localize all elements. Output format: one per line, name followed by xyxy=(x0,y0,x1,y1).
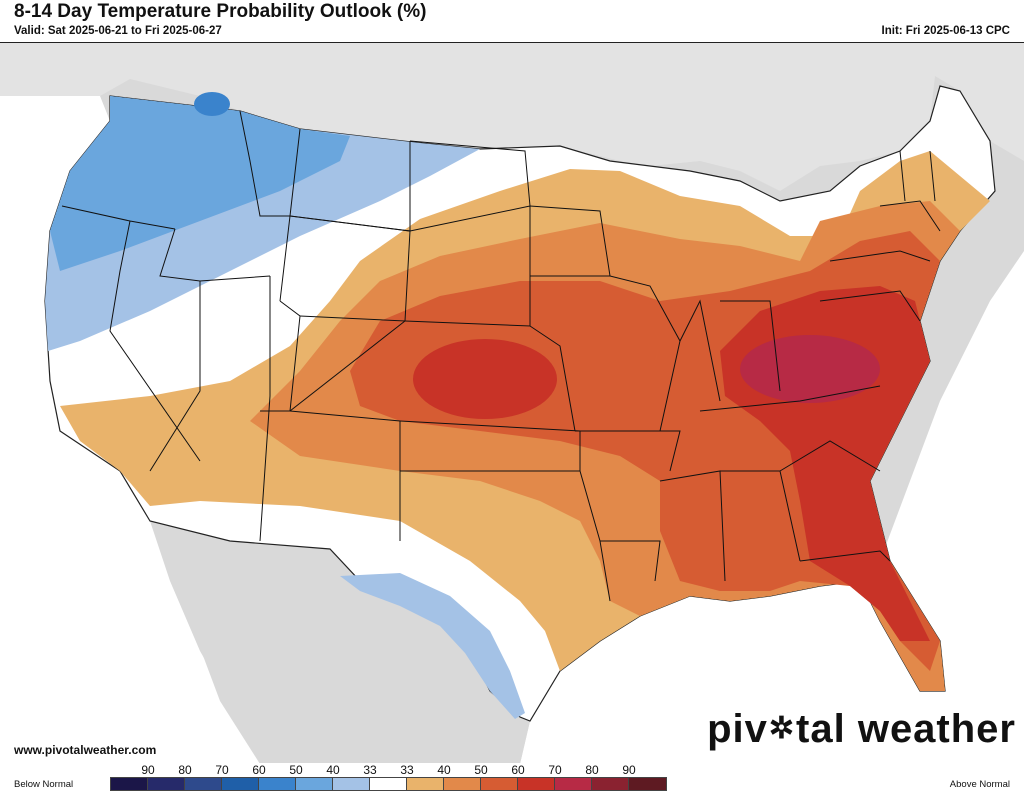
legend-tick-label: 80 xyxy=(585,763,599,777)
legend-swatch xyxy=(259,778,296,790)
legend-swatch xyxy=(111,778,148,790)
above-normal-60-kansas xyxy=(413,339,557,419)
canada-region xyxy=(0,43,1024,191)
legend-swatch xyxy=(629,778,666,790)
legend-tick-label: 90 xyxy=(141,763,155,777)
site-url: www.pivotalweather.com xyxy=(14,743,157,757)
legend-swatch xyxy=(407,778,444,790)
legend-tick-label: 50 xyxy=(289,763,303,777)
legend-swatch xyxy=(592,778,629,790)
legend-tick-label: 40 xyxy=(437,763,451,777)
outlook-map xyxy=(0,42,1024,764)
gear-icon: ✲ xyxy=(768,712,796,745)
pacific-ocean xyxy=(0,96,260,764)
pivotal-weather-logo: piv✲tal weather xyxy=(707,707,1016,751)
legend-tick-label: 40 xyxy=(326,763,340,777)
above-normal-label: Above Normal xyxy=(949,779,1010,790)
legend-tick-labels: 90 80 70 60 50 40 33 33 40 50 60 70 80 90 xyxy=(110,763,930,777)
legend-tick-label: 60 xyxy=(252,763,266,777)
legend-swatch xyxy=(222,778,259,790)
below-normal-50-west xyxy=(50,96,350,271)
legend-swatch xyxy=(185,778,222,790)
legend-swatch xyxy=(296,778,333,790)
map-title: 8-14 Day Temperature Probability Outlook… xyxy=(14,1,427,22)
legend-tick-label: 80 xyxy=(178,763,192,777)
below-normal-40-texas xyxy=(340,573,525,719)
legend-swatch xyxy=(444,778,481,790)
state-boundaries xyxy=(61,110,941,602)
legend-tick-label: 33 xyxy=(400,763,414,777)
mexico-region xyxy=(150,521,530,764)
legend-swatch xyxy=(481,778,518,790)
color-legend: 90 80 70 60 50 40 33 33 40 50 60 70 80 90 Below Norma… xyxy=(0,763,1024,791)
legend-tick-label: 70 xyxy=(215,763,229,777)
atlantic-ocean xyxy=(880,251,1024,691)
legend-swatch xyxy=(370,778,407,790)
legend-tick-label: 50 xyxy=(474,763,488,777)
below-normal-label: Below Normal xyxy=(14,779,74,790)
legend-swatch xyxy=(555,778,592,790)
legend-swatch xyxy=(518,778,555,790)
init-time: Init: Fri 2025-06-13 CPC xyxy=(881,25,1010,37)
legend-tick-label: 60 xyxy=(511,763,525,777)
gulf-atlantic-water xyxy=(520,561,1024,764)
legend-swatch xyxy=(333,778,370,790)
legend-tick-label: 70 xyxy=(548,763,562,777)
legend-swatch xyxy=(148,778,185,790)
below-normal-60-idaho xyxy=(194,92,230,116)
map-header: 8-14 Day Temperature Probability Outlook… xyxy=(0,0,1024,42)
valid-range: Valid: Sat 2025-06-21 to Fri 2025-06-27 xyxy=(14,25,222,37)
legend-tick-label: 90 xyxy=(622,763,636,777)
above-normal-70-appalachia xyxy=(740,335,880,403)
legend-color-bar xyxy=(110,777,667,791)
legend-tick-label: 33 xyxy=(363,763,377,777)
